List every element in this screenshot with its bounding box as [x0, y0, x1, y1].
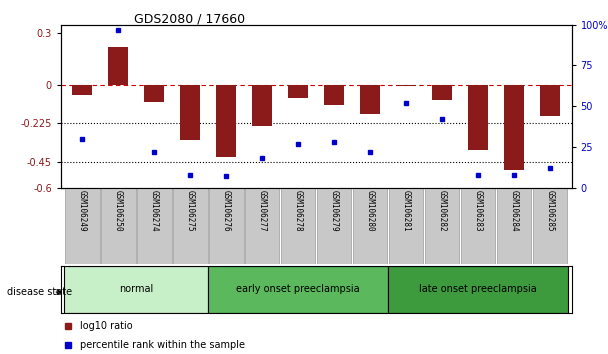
Text: log10 ratio: log10 ratio — [80, 321, 133, 331]
Text: GSM106280: GSM106280 — [365, 190, 375, 232]
Text: GSM106284: GSM106284 — [510, 190, 519, 232]
FancyBboxPatch shape — [101, 188, 136, 264]
Text: GSM106250: GSM106250 — [114, 190, 123, 232]
Bar — [504, 85, 524, 171]
Text: GSM106285: GSM106285 — [545, 190, 554, 232]
Bar — [360, 85, 380, 114]
Bar — [145, 85, 164, 102]
Text: GSM106275: GSM106275 — [186, 190, 195, 232]
Text: GSM106277: GSM106277 — [258, 190, 267, 232]
Bar — [288, 85, 308, 98]
FancyBboxPatch shape — [209, 188, 244, 264]
Text: early onset preeclampsia: early onset preeclampsia — [237, 284, 360, 295]
Text: percentile rank within the sample: percentile rank within the sample — [80, 340, 245, 350]
Bar — [468, 85, 488, 150]
Text: GSM106281: GSM106281 — [401, 190, 410, 232]
FancyBboxPatch shape — [137, 188, 171, 264]
Text: GSM106278: GSM106278 — [294, 190, 303, 232]
FancyBboxPatch shape — [497, 188, 531, 264]
Bar — [252, 85, 272, 126]
FancyBboxPatch shape — [425, 188, 459, 264]
FancyBboxPatch shape — [533, 188, 567, 264]
FancyBboxPatch shape — [65, 188, 100, 264]
Text: GSM106279: GSM106279 — [330, 190, 339, 232]
Text: GSM106276: GSM106276 — [222, 190, 231, 232]
Text: GSM106283: GSM106283 — [474, 190, 483, 232]
FancyBboxPatch shape — [64, 266, 209, 313]
Bar — [540, 85, 560, 116]
FancyBboxPatch shape — [281, 188, 316, 264]
Bar — [108, 47, 128, 85]
FancyBboxPatch shape — [173, 188, 207, 264]
FancyBboxPatch shape — [317, 188, 351, 264]
FancyBboxPatch shape — [388, 266, 568, 313]
Text: GSM106274: GSM106274 — [150, 190, 159, 232]
Bar — [181, 85, 200, 139]
Bar — [324, 85, 344, 105]
FancyBboxPatch shape — [389, 188, 423, 264]
Bar — [216, 85, 236, 157]
Bar — [396, 85, 416, 86]
FancyBboxPatch shape — [209, 266, 388, 313]
Text: GDS2080 / 17660: GDS2080 / 17660 — [134, 12, 245, 25]
Text: GSM106282: GSM106282 — [438, 190, 446, 232]
FancyBboxPatch shape — [353, 188, 387, 264]
Bar — [432, 85, 452, 100]
FancyBboxPatch shape — [461, 188, 496, 264]
Bar — [72, 85, 92, 95]
Text: late onset preeclampsia: late onset preeclampsia — [419, 284, 537, 295]
FancyBboxPatch shape — [245, 188, 280, 264]
Text: normal: normal — [119, 284, 153, 295]
Text: GSM106249: GSM106249 — [78, 190, 87, 232]
Text: disease state: disease state — [7, 287, 72, 297]
